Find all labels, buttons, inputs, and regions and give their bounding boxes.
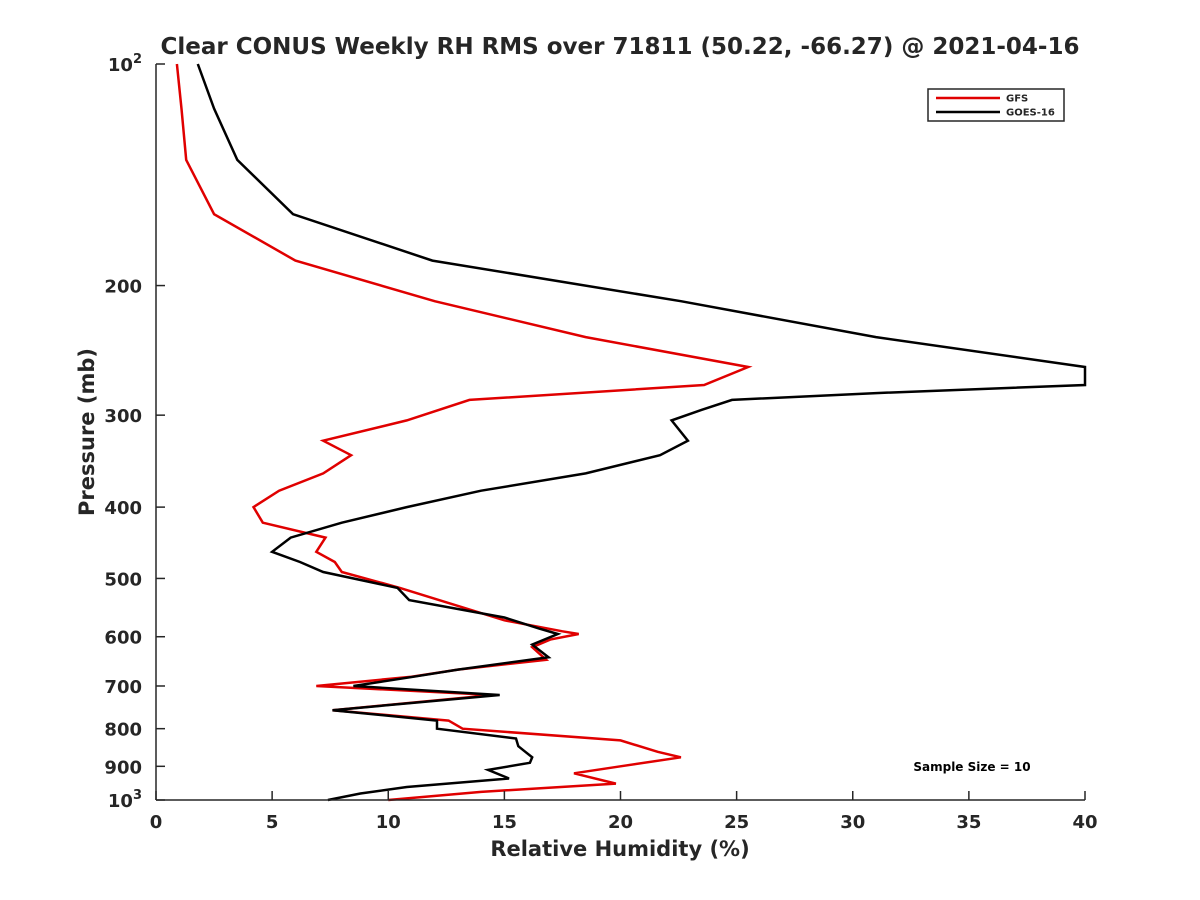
x-tick-label: 0 <box>150 812 163 833</box>
y-tick-label: 700 <box>104 677 142 698</box>
x-tick-label: 30 <box>840 812 865 833</box>
x-ticks: 0 5 10 15 20 25 30 35 40 <box>150 791 1098 833</box>
legend-box <box>927 88 1065 122</box>
y-ticks: 102 200 300 400 500 600 700 800 900 103 <box>104 52 165 812</box>
x-tick-label: 20 <box>608 812 633 833</box>
x-tick-label: 5 <box>266 812 279 833</box>
x-tick-label: 40 <box>1072 812 1097 833</box>
x-tick-label: 15 <box>492 812 517 833</box>
series-line-goes-16 <box>196 63 1087 802</box>
x-tick-label: 25 <box>724 812 749 833</box>
legend-label: GOES-16 <box>1006 108 1055 119</box>
x-tick-label: 10 <box>376 812 401 833</box>
x-tick-label: 35 <box>956 812 981 833</box>
legend-label: GFS <box>1006 94 1028 105</box>
y-tick-label: 800 <box>104 720 142 741</box>
x-axis-label: Relative Humidity (%) <box>490 837 749 861</box>
y-tick-label: 102 <box>108 52 142 76</box>
sample-size-annotation: Sample Size = 10 <box>913 760 1030 774</box>
y-tick-label: 300 <box>104 406 142 427</box>
y-tick-label: 500 <box>104 569 142 590</box>
y-tick-label: 900 <box>104 757 142 778</box>
plot-lines <box>175 63 1087 802</box>
series-line-gfs <box>175 63 753 802</box>
plot-area <box>156 64 1085 800</box>
y-tick-label: 200 <box>104 277 142 298</box>
legend: GFS GOES-16 <box>927 88 1065 122</box>
y-tick-label: 103 <box>108 788 142 812</box>
y-axis-label: Pressure (mb) <box>75 348 99 516</box>
chart-title: Clear CONUS Weekly RH RMS over 71811 (50… <box>161 34 1080 60</box>
y-tick-label: 600 <box>104 628 142 649</box>
y-tick-label: 400 <box>104 498 142 519</box>
